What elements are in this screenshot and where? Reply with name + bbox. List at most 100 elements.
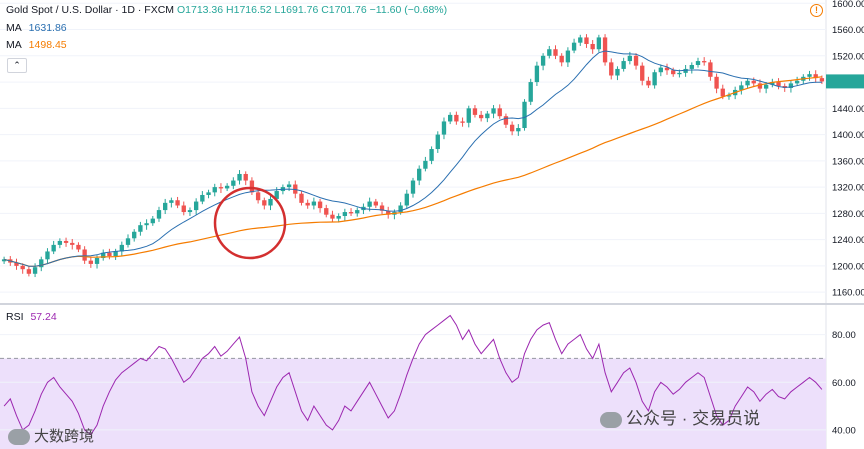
candle-body [553,49,558,56]
candle-body [355,210,360,214]
rsi-tick-label: 60.00 [832,378,856,389]
candle-body [695,61,701,65]
info-icon[interactable]: ! [810,4,823,17]
candle-body [540,55,546,66]
ma1-line [3,50,822,267]
collapse-legend-button[interactable]: ⌃ [7,58,27,73]
candle-body [45,251,50,260]
candle-body [82,249,87,261]
candle-body [441,121,447,135]
candle-body [677,72,682,75]
candle-body [757,83,763,89]
candle-body [509,124,515,132]
wechat-icon [600,411,622,428]
candle-body [485,113,490,119]
candle-body [119,244,124,252]
candle-body [615,68,620,76]
candle-body [578,37,583,43]
y-tick-label: 1280.00 [832,209,864,220]
candle-body [367,201,372,207]
candle-body [330,214,335,219]
ma1-label: MA [6,22,22,34]
candle-body [51,244,56,252]
y-tick-label: 1560.00 [832,25,864,36]
candle-body [398,205,403,213]
candle-body [237,173,242,181]
candle-body [571,42,577,51]
candle-body [311,201,317,206]
candle-body [175,200,180,206]
candle-body [206,192,211,195]
candle-body [249,180,255,193]
candle-body [94,258,100,264]
candle-body [373,201,378,206]
candle-body [32,267,38,274]
candle-body [255,192,261,201]
candle-body [565,50,571,63]
candle-body [404,193,409,206]
y-tick-label: 1440.00 [832,104,864,115]
candle-body [218,187,224,189]
ma1-legend[interactable]: MA 1631.86 [6,22,67,34]
last-price-marker [826,74,864,89]
rsi-label: RSI [6,311,24,323]
candle-body [794,80,800,84]
rsi-value: 57.24 [30,311,57,323]
change-value: −11.60 (−0.68%) [369,4,448,16]
candle-body [776,82,781,87]
y-tick-label: 1160.00 [832,288,864,299]
candle-body [262,200,267,206]
ma2-line [3,76,822,267]
logo-icon [8,429,30,446]
candle-body [708,62,713,77]
candle-body [658,67,663,73]
low-value: L1691.76 [274,4,319,16]
watermark-right: 公众号 · 交易员说 [600,404,760,429]
rsi-tick-label: 80.00 [832,330,856,341]
candle-body [150,218,155,224]
rsi-tick-label: 40.00 [832,425,856,436]
candle-body [14,262,19,266]
candle-body [113,251,118,257]
candle-body [200,194,205,202]
candle-body [243,173,248,181]
rsi-legend[interactable]: RSI 57.24 [6,311,57,323]
candle-body [528,82,533,102]
candle-body [547,49,552,56]
candle-body [88,260,94,264]
watermark-left: 大数跨境 [8,425,94,446]
candle-body [702,61,707,63]
candle-body [671,70,676,75]
candle-body [819,78,825,82]
candle-body [70,242,75,245]
candle-body [156,210,162,219]
candle-body [286,184,292,188]
chevron-up-icon: ⌃ [13,60,21,70]
candle-body [193,201,199,211]
candle-body [448,114,453,122]
candle-body [559,55,564,63]
symbol-title[interactable]: Gold Spot / U.S. Dollar · 1D · FXCM [6,4,175,16]
candle-body [454,114,459,122]
candle-body [720,88,725,97]
candle-body [689,64,694,69]
candle-body [534,65,540,83]
candle-body [466,108,471,123]
y-tick-label: 1240.00 [832,235,864,246]
candle-body [460,121,465,123]
candle-body [435,134,440,150]
candle-body [144,223,149,226]
close-value: C1701.76 [321,4,367,16]
candle-body [739,85,744,90]
candle-body [497,108,502,117]
candle-body [596,37,602,50]
candle-body [317,201,323,209]
ma2-legend[interactable]: MA 1498.45 [6,39,67,51]
candle-body [584,37,589,44]
candle-body [132,231,137,239]
high-value: H1716.52 [226,4,272,16]
candle-body [516,128,521,132]
candle-body [726,95,732,97]
y-tick-label: 1400.00 [832,130,864,141]
